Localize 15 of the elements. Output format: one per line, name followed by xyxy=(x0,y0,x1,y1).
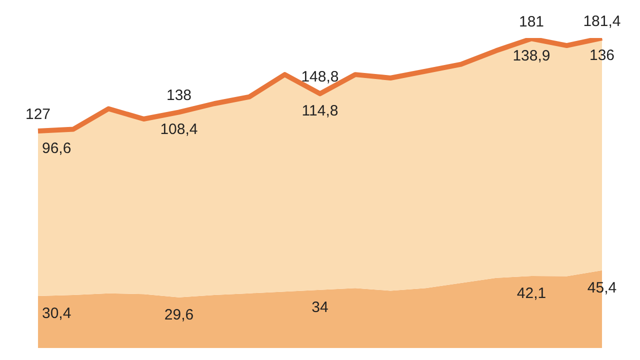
total-label: 138 xyxy=(166,87,192,104)
total-label: 181 xyxy=(518,14,544,31)
total-label: 148,8 xyxy=(301,68,339,86)
total-label: 127 xyxy=(25,106,51,123)
data-label: 42,1 xyxy=(516,285,546,302)
data-label: 96,6 xyxy=(42,140,72,157)
data-label: 45,4 xyxy=(587,279,617,296)
data-label: 29,6 xyxy=(164,306,194,324)
data-label: 114,8 xyxy=(302,102,338,120)
total-label: 181,4 xyxy=(583,13,621,30)
data-label: 138,9 xyxy=(512,48,550,65)
data-label: 108,4 xyxy=(160,121,198,138)
data-label: 30,4 xyxy=(42,305,72,322)
data-label: 34 xyxy=(312,298,328,316)
data-label: 136 xyxy=(589,47,615,64)
